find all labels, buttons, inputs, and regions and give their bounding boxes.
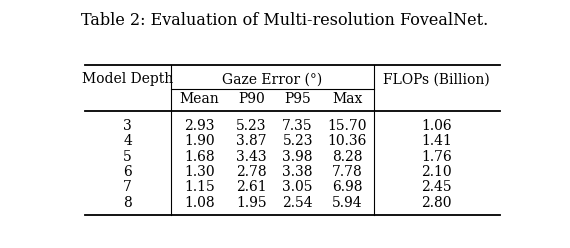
Text: 3: 3 bbox=[123, 119, 132, 133]
Text: 2.78: 2.78 bbox=[236, 165, 267, 179]
Text: FLOPs (Billion): FLOPs (Billion) bbox=[384, 72, 490, 86]
Text: Table 2: Evaluation of Multi-resolution FovealNet.: Table 2: Evaluation of Multi-resolution … bbox=[82, 12, 488, 30]
Text: 3.87: 3.87 bbox=[236, 134, 267, 149]
Text: 1.08: 1.08 bbox=[184, 196, 215, 210]
Text: 3.05: 3.05 bbox=[282, 180, 313, 194]
Text: 6.98: 6.98 bbox=[332, 180, 363, 194]
Text: Mean: Mean bbox=[180, 93, 219, 106]
Text: 2.10: 2.10 bbox=[421, 165, 452, 179]
Text: 3.43: 3.43 bbox=[236, 150, 267, 164]
Text: 5: 5 bbox=[123, 150, 132, 164]
Text: 1.41: 1.41 bbox=[421, 134, 452, 149]
Text: 2.61: 2.61 bbox=[236, 180, 267, 194]
Text: 4: 4 bbox=[123, 134, 132, 149]
Text: 8.28: 8.28 bbox=[332, 150, 363, 164]
Text: 15.70: 15.70 bbox=[328, 119, 367, 133]
Text: 8: 8 bbox=[123, 196, 132, 210]
Text: 6: 6 bbox=[123, 165, 132, 179]
Text: 1.76: 1.76 bbox=[421, 150, 452, 164]
Text: P95: P95 bbox=[284, 93, 311, 106]
Text: 5.94: 5.94 bbox=[332, 196, 363, 210]
Text: 2.93: 2.93 bbox=[184, 119, 215, 133]
Text: P90: P90 bbox=[238, 93, 264, 106]
Text: Model Depth: Model Depth bbox=[82, 72, 173, 86]
Text: 10.36: 10.36 bbox=[328, 134, 367, 149]
Text: 5.23: 5.23 bbox=[236, 119, 267, 133]
Text: 1.90: 1.90 bbox=[184, 134, 215, 149]
Text: 1.30: 1.30 bbox=[184, 165, 215, 179]
Text: 5.23: 5.23 bbox=[282, 134, 313, 149]
Text: Gaze Error (°): Gaze Error (°) bbox=[222, 72, 323, 86]
Text: 3.38: 3.38 bbox=[282, 165, 313, 179]
Text: 7.35: 7.35 bbox=[282, 119, 313, 133]
Text: 7: 7 bbox=[123, 180, 132, 194]
Text: 1.68: 1.68 bbox=[184, 150, 215, 164]
Text: 7.78: 7.78 bbox=[332, 165, 363, 179]
Text: Max: Max bbox=[332, 93, 363, 106]
Text: 2.80: 2.80 bbox=[422, 196, 452, 210]
Text: 3.98: 3.98 bbox=[282, 150, 313, 164]
Text: 1.95: 1.95 bbox=[236, 196, 267, 210]
Text: 2.54: 2.54 bbox=[282, 196, 313, 210]
Text: 1.15: 1.15 bbox=[184, 180, 215, 194]
Text: 2.45: 2.45 bbox=[421, 180, 452, 194]
Text: 1.06: 1.06 bbox=[421, 119, 452, 133]
